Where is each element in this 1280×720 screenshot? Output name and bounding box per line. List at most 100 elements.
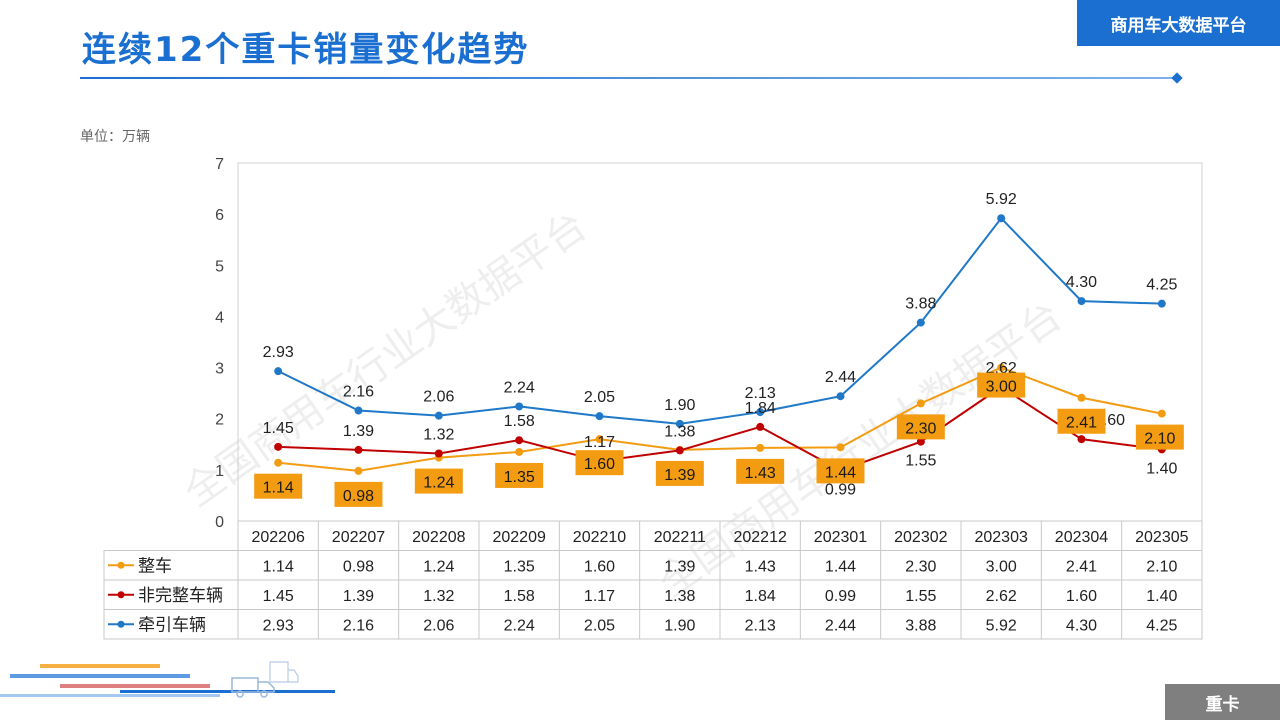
data-label: 2.13: [745, 385, 776, 402]
data-point: [354, 406, 363, 415]
brand-badge: 商用车大数据平台: [1077, 0, 1280, 46]
table-cell-value: 1.58: [504, 588, 535, 605]
y-tick-label: 4: [215, 309, 224, 326]
data-label: 0.98: [343, 488, 374, 505]
data-point: [1157, 299, 1166, 308]
series-line: [278, 366, 1163, 472]
data-point: [1077, 393, 1086, 402]
data-label: 4.25: [1146, 277, 1177, 294]
data-label: 1.39: [664, 467, 695, 484]
table-cell-value: 1.84: [745, 588, 776, 605]
data-label: 3.00: [986, 379, 1017, 396]
data-label: 1.32: [423, 426, 454, 443]
data-label-box: [816, 458, 865, 484]
data-label: 1.84: [745, 400, 776, 417]
x-tick-label: 202302: [894, 529, 947, 546]
y-tick-label: 2: [215, 412, 224, 429]
data-label-box: [414, 468, 463, 494]
table-cell-value: 1.17: [584, 588, 615, 605]
data-label: 1.17: [584, 434, 615, 451]
x-tick-label: 202305: [1135, 529, 1188, 546]
data-label-box: [495, 462, 544, 488]
legend-marker: [117, 591, 125, 599]
data-label: 2.24: [504, 379, 535, 396]
x-tick-label: 202212: [733, 529, 786, 546]
data-label: 1.44: [825, 464, 856, 481]
table-cell-value: 2.24: [504, 617, 535, 634]
data-point: [434, 411, 443, 420]
table-cell-value: 2.06: [423, 617, 454, 634]
table-cell-value: 1.14: [263, 558, 294, 575]
x-tick-label: 202207: [332, 529, 385, 546]
table-cell-value: 2.93: [263, 617, 294, 634]
truck-decoration-icon: [0, 661, 335, 698]
data-point: [1077, 435, 1086, 444]
data-point: [595, 412, 604, 421]
data-label: 1.39: [343, 423, 374, 440]
data-label: 1.90: [664, 397, 695, 414]
data-label: 1.24: [423, 475, 454, 492]
x-tick-label: 202210: [573, 529, 626, 546]
data-point: [916, 437, 925, 446]
data-label: 1.40: [1146, 460, 1177, 477]
table-cell-value: 4.25: [1146, 617, 1177, 634]
unit-label: 单位：万辆: [80, 129, 150, 145]
data-label: 1.14: [263, 480, 294, 497]
data-point: [1157, 409, 1166, 418]
category-tag: 重卡: [1165, 684, 1280, 720]
data-label-box: [334, 481, 383, 507]
data-label-box: [655, 460, 704, 486]
data-label-box: [575, 450, 624, 476]
data-label: 2.30: [905, 420, 936, 437]
table-cell-value: 2.41: [1066, 558, 1097, 575]
data-point: [354, 466, 363, 475]
data-point: [1077, 297, 1086, 306]
data-point: [274, 458, 283, 467]
table-cell-value: 2.30: [905, 558, 936, 575]
data-label: 1.45: [263, 420, 294, 437]
table-cell-value: 2.05: [584, 617, 615, 634]
data-label: 4.30: [1066, 274, 1097, 291]
y-tick-label: 3: [215, 361, 224, 378]
table-cell-value: 0.98: [343, 558, 374, 575]
table-cell-value: 2.10: [1146, 558, 1177, 575]
data-point: [354, 445, 363, 454]
data-label: 0.99: [825, 481, 856, 498]
table-cell-value: 1.90: [664, 617, 695, 634]
table-cell-value: 1.60: [584, 558, 615, 575]
data-point: [675, 446, 684, 455]
data-label-box: [977, 372, 1026, 398]
y-tick-label: 5: [215, 258, 224, 275]
table-cell-value: 3.88: [905, 617, 936, 634]
table-cell-value: 1.43: [745, 558, 776, 575]
data-point: [434, 449, 443, 458]
table-cell-value: 1.38: [664, 588, 695, 605]
data-label: 1.60: [584, 456, 615, 473]
data-point: [836, 443, 845, 452]
legend-series-name: 牵引车辆: [138, 615, 206, 634]
y-tick-label: 7: [215, 156, 224, 173]
data-label: 3.88: [905, 296, 936, 313]
legend-series-name: 整车: [138, 556, 172, 575]
series-line: [278, 385, 1162, 472]
data-point: [274, 442, 283, 451]
y-tick-label: 0: [215, 514, 224, 531]
x-tick-label: 202303: [974, 529, 1027, 546]
x-tick-label: 202304: [1055, 529, 1108, 546]
data-label: 1.43: [745, 465, 776, 482]
x-tick-label: 202211: [654, 529, 706, 546]
data-label: 5.92: [986, 191, 1017, 208]
data-point: [756, 422, 765, 431]
data-label: 2.10: [1144, 431, 1175, 448]
table-cell-value: 2.62: [986, 588, 1017, 605]
data-label-box: [736, 458, 785, 484]
data-point: [997, 363, 1006, 372]
legend-marker: [117, 561, 125, 569]
data-point: [274, 367, 283, 376]
data-label: 2.05: [584, 389, 615, 406]
table-cell-value: 3.00: [986, 558, 1017, 575]
data-point: [595, 435, 604, 444]
data-label: 1.38: [664, 423, 695, 440]
data-point: [515, 436, 524, 445]
title-divider: [80, 77, 1180, 79]
